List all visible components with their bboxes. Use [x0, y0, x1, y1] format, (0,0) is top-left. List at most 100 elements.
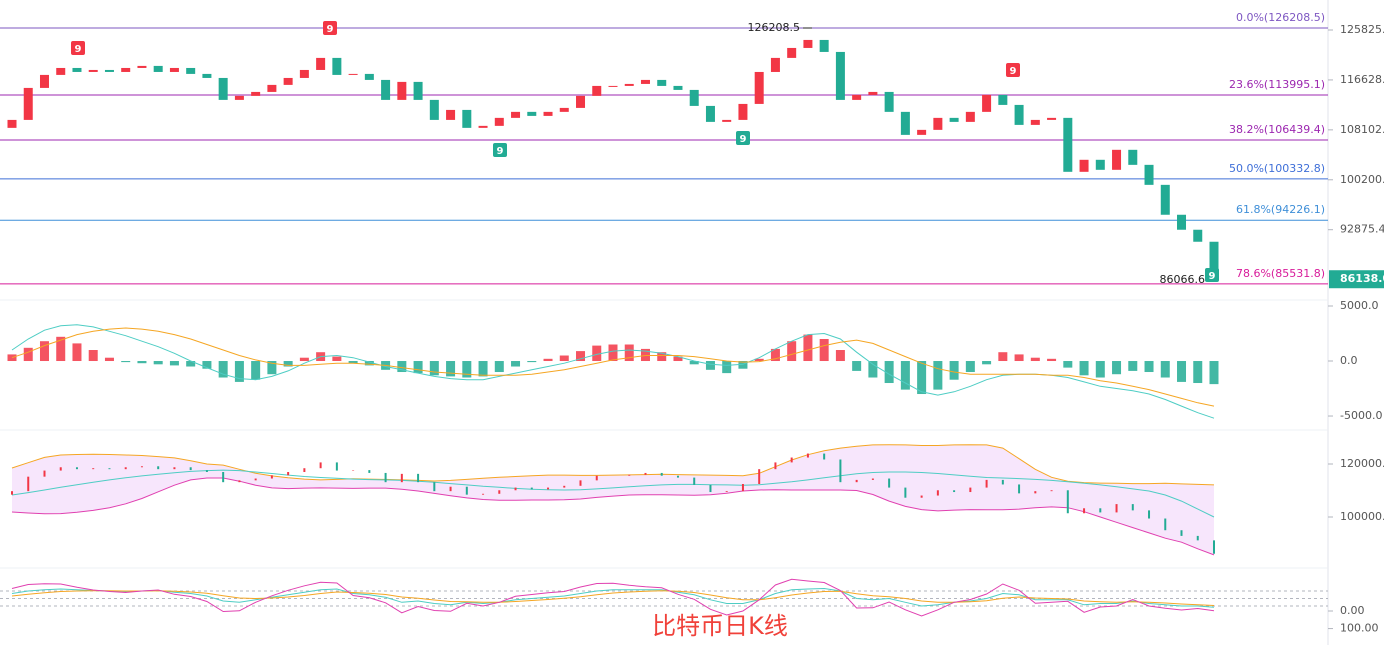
candle: [169, 67, 179, 72]
macd-bar: [137, 361, 147, 364]
macd-bar: [576, 351, 586, 362]
candle: [527, 111, 537, 116]
macd-bar: [1047, 358, 1057, 362]
y-tick-label: 125825.9: [1340, 23, 1384, 36]
candle: [982, 94, 992, 112]
macd-bar: [1014, 354, 1024, 362]
macd-bar: [705, 361, 715, 370]
candle: [56, 67, 66, 75]
macd-bar: [624, 344, 634, 362]
macd-bar: [754, 358, 764, 362]
kdj-line: [11, 578, 1215, 617]
candle: [543, 111, 553, 116]
candle: [884, 91, 894, 112]
macd-bar: [7, 354, 17, 362]
candle: [819, 39, 829, 52]
candle: [397, 81, 407, 100]
candle: [592, 85, 602, 96]
macd-bar: [104, 357, 114, 362]
candle: [494, 117, 504, 126]
macd-bar: [965, 361, 975, 373]
macd-bar: [1144, 361, 1154, 373]
macd-bar: [527, 361, 537, 363]
macd-bar: [998, 352, 1008, 362]
candle: [511, 111, 521, 118]
macd-bar: [88, 350, 98, 362]
macd-bar: [770, 348, 780, 362]
last-price-tag: [1329, 270, 1384, 289]
macd-bar: [543, 358, 553, 362]
y-tick-label: 100.00: [1340, 622, 1379, 635]
y-tick-label: 0.00: [1340, 604, 1365, 617]
macd-bar: [852, 361, 862, 371]
td-marker: [493, 143, 507, 157]
y-tick-label: 0.0: [1340, 354, 1358, 367]
macd-bar: [673, 356, 683, 362]
macd-bar: [332, 356, 342, 362]
macd-bar: [478, 361, 488, 377]
candle: [251, 91, 261, 96]
candle: [754, 71, 764, 104]
td-marker: [71, 41, 85, 55]
macd-bar: [397, 361, 407, 373]
macd-bar: [868, 361, 878, 378]
candle: [933, 117, 943, 130]
candle: [705, 105, 715, 122]
macd-bar: [446, 361, 456, 377]
macd-bar: [348, 361, 358, 364]
y-tick-label: 92875.4: [1340, 223, 1384, 236]
fib-label: 50.0%(100332.8): [1229, 162, 1325, 175]
candle: [446, 109, 456, 120]
macd-bar: [251, 361, 261, 380]
candle: [900, 111, 910, 135]
td-marker-label: 9: [75, 44, 82, 55]
candle: [381, 79, 391, 100]
macd-bar: [900, 361, 910, 390]
macd-bar: [657, 352, 667, 362]
candle: [364, 73, 374, 80]
candle: [1177, 214, 1187, 230]
candle: [72, 67, 82, 72]
candle: [413, 81, 423, 100]
td-marker-label: 9: [1209, 271, 1216, 282]
macd-bar: [364, 361, 374, 366]
macd-bar: [234, 361, 244, 382]
td-marker-label: 9: [740, 134, 747, 145]
candle: [722, 119, 732, 122]
macd-bar: [949, 361, 959, 380]
candle: [1144, 164, 1154, 185]
candle: [104, 69, 114, 72]
candle: [835, 51, 845, 100]
candle: [559, 107, 569, 112]
macd-bar: [917, 361, 927, 395]
td-marker-label: 9: [327, 24, 334, 35]
y-tick-label: 120000.0: [1340, 457, 1384, 470]
macd-bar: [23, 347, 33, 362]
y-tick-label: 116628.0: [1340, 73, 1384, 86]
macd-bar: [218, 361, 228, 378]
macd-bar: [738, 361, 748, 369]
macd-bar: [1079, 361, 1089, 376]
candle: [803, 39, 813, 48]
macd-bar: [787, 341, 797, 362]
macd-bar: [413, 361, 423, 374]
candle: [1193, 229, 1203, 242]
candle: [299, 69, 309, 78]
macd-bar: [511, 361, 521, 367]
candle: [787, 47, 797, 58]
candle: [121, 67, 131, 72]
candle: [608, 85, 618, 87]
macd-bar: [819, 339, 829, 362]
fib-label: 61.8%(94226.1): [1236, 203, 1325, 216]
candle: [23, 87, 33, 120]
candle: [1209, 241, 1219, 280]
candle: [1128, 149, 1138, 165]
band-line: [11, 444, 1215, 486]
candle: [1112, 149, 1122, 170]
macd-bar: [689, 361, 699, 365]
candle: [429, 99, 439, 120]
y-tick-label: -5000.0: [1340, 409, 1382, 422]
macd-bar: [462, 361, 472, 378]
candle: [1160, 184, 1170, 215]
